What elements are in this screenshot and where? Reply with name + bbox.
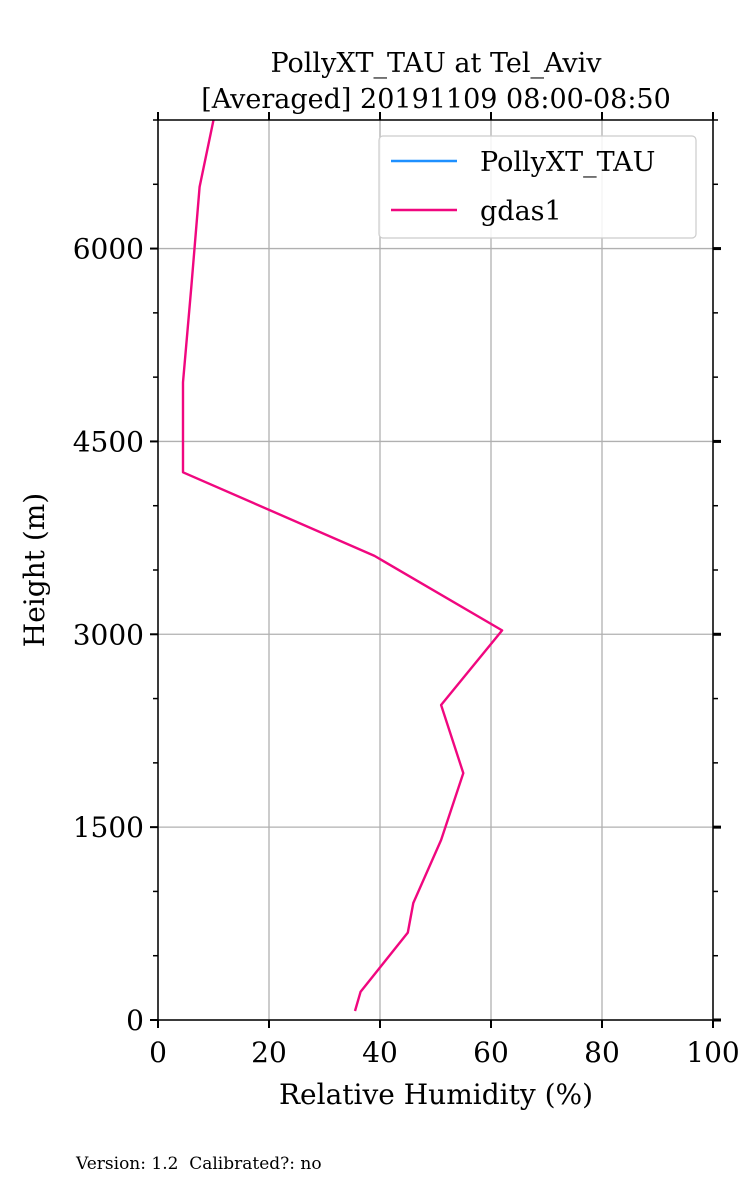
x-tick-label: 80: [584, 1036, 620, 1069]
chart-subtitle: [Averaged] 20191109 08:00-08:50: [201, 84, 671, 115]
axis-ticks: [150, 112, 721, 1028]
x-tick-label: 20: [251, 1036, 287, 1069]
x-tick-label: 100: [686, 1036, 739, 1069]
y-tick-label: 0: [126, 1004, 144, 1037]
x-tick-label: 40: [362, 1036, 398, 1069]
series-line-gdas1: [181, 119, 504, 1012]
y-tick-label: 3000: [73, 618, 144, 651]
y-tick-label: 4500: [73, 425, 144, 458]
legend-box: [378, 135, 697, 239]
x-tick-label: 60: [473, 1036, 509, 1069]
x-axis-label: Relative Humidity (%): [279, 1078, 593, 1111]
y-axis-label: Height (m): [18, 493, 51, 647]
y-tick-labels: 0 1500 3000 4500 6000: [73, 233, 144, 1037]
legend-label-gdas1: gdas1: [480, 196, 562, 227]
grid-lines: [157, 120, 714, 1021]
legend-label-pollyxt: PollyXT_TAU: [480, 147, 655, 178]
y-tick-label: 6000: [73, 233, 144, 266]
legend: PollyXT_TAU gdas1: [378, 135, 697, 239]
y-tick-label: 1500: [73, 811, 144, 844]
series-lines: [181, 119, 504, 1012]
plot-frame: [157, 119, 714, 1021]
x-tick-labels: 0 20 40 60 80 100: [149, 1036, 740, 1069]
chart-title: PollyXT_TAU at Tel_Aviv: [270, 48, 602, 79]
version-footer: Version: 1.2 Calibrated?: no: [76, 1154, 322, 1174]
x-tick-label: 0: [149, 1036, 167, 1069]
